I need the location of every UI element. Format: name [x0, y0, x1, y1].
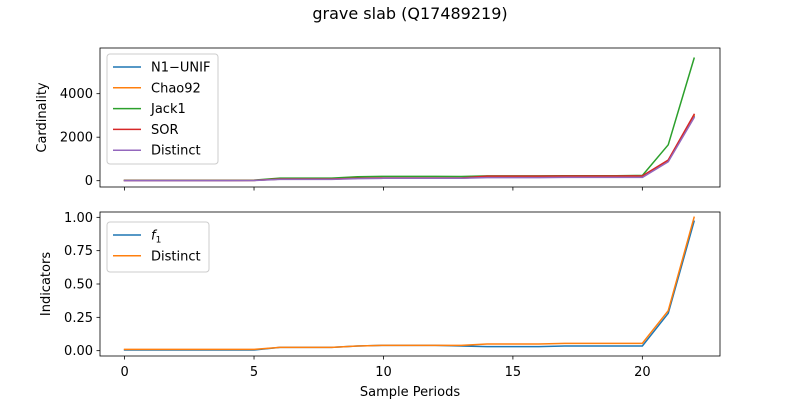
y-tick-label: 2000 — [60, 131, 93, 146]
y-tick-label: 0.75 — [64, 244, 93, 259]
y-tick-label: 1.00 — [64, 211, 93, 226]
y-tick-label: 0.25 — [64, 311, 93, 326]
legend-label: SOR — [151, 123, 179, 138]
y-tick-label: 0.50 — [64, 278, 93, 293]
legend-label: Chao92 — [151, 81, 201, 96]
legend: N1−UNIF Chao92 Jack1 SOR Distinct — [106, 53, 219, 165]
y-axis-label: Cardinality — [35, 82, 50, 153]
x-axis-label: Sample Periods — [360, 385, 460, 400]
cardinality-panel: 0 2000 4000 Cardinality N1−UNIF Chao92 Jack1 SO… — [35, 47, 721, 191]
x-tick-label: 5 — [250, 365, 258, 380]
y-tick-label: 4000 — [60, 87, 93, 102]
legend-label: f1 — [151, 229, 161, 246]
axes-frame — [99, 47, 721, 188]
indicators-panel: 0 5 10 15 20 0.00 0.25 0.50 0.75 1.00 Indicators Sa… — [39, 211, 721, 400]
y-tick-label: 0.00 — [64, 344, 93, 359]
legend-label: Jack1 — [150, 102, 186, 117]
x-tick-label: 15 — [505, 365, 522, 380]
y-tick-label: 0 — [85, 174, 93, 189]
x-tick-label: 20 — [634, 365, 651, 380]
series-line-distinct — [123, 216, 696, 351]
y-axis-label: Indicators — [39, 252, 54, 316]
x-tick-label: 10 — [375, 365, 392, 380]
series-line-distinct — [123, 116, 696, 182]
legend-label: Distinct — [151, 249, 201, 264]
legend-box — [106, 221, 210, 273]
legend: f1 Distinct — [106, 221, 210, 273]
legend-box — [106, 53, 219, 165]
x-tick-label: 0 — [120, 365, 128, 380]
figure-title: grave slab (Q17489219) — [312, 4, 507, 23]
legend-label: Distinct — [151, 144, 201, 159]
legend-label: N1−UNIF — [151, 61, 210, 76]
